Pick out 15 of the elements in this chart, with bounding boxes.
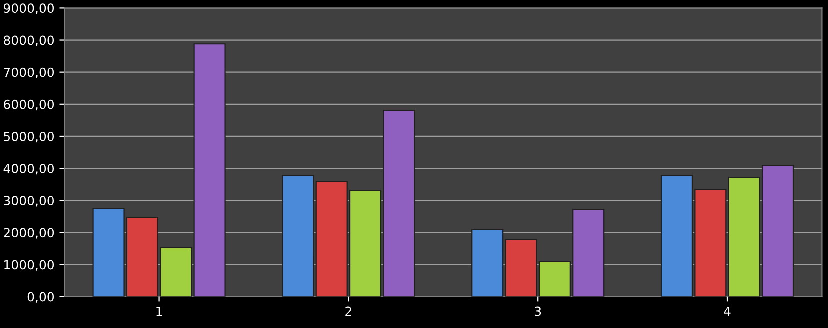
x-tick-label: 3 <box>535 306 542 316</box>
y-tick-label: 7000,00 <box>4 68 54 79</box>
y-tick-label: 4000,00 <box>4 164 54 175</box>
y-tick-label: 5000,00 <box>4 132 54 143</box>
y-tick-label: 2000,00 <box>4 228 54 239</box>
y-tick-label: 6000,00 <box>4 100 54 111</box>
y-tick-label: 9000,00 <box>4 4 54 14</box>
x-tick-label: 1 <box>156 306 162 316</box>
y-tick-label: 1000,00 <box>4 260 54 271</box>
x-tick-label: 2 <box>346 306 352 316</box>
x-tick-label: 4 <box>724 306 731 316</box>
y-tick-label: 0,00 <box>28 292 54 304</box>
y-tick-label: 3000,00 <box>4 196 54 207</box>
y-tick-label: 8000,00 <box>4 36 54 46</box>
bar <box>282 175 314 297</box>
